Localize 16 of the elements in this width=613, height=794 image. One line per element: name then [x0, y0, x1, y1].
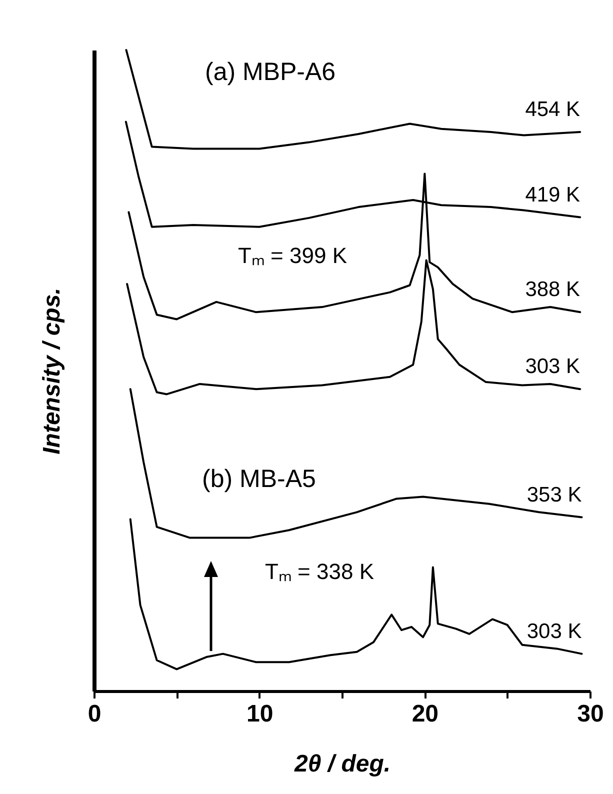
series-label: 303 K	[526, 620, 582, 643]
series-label: 454 K	[525, 98, 580, 122]
series-label: 303 K	[525, 355, 580, 378]
x-axis-title: 2θ / deg.	[293, 750, 391, 778]
x-tick-label: 20	[412, 700, 439, 728]
y-axis-title: Intensity / cps.	[38, 288, 66, 454]
series-label: 388 K	[525, 278, 580, 302]
annotation: (b) MB-A5	[202, 465, 316, 493]
series-label: 419 K	[525, 183, 580, 206]
series-label: 353 K	[526, 483, 582, 506]
x-tick-label: 10	[246, 700, 274, 728]
annotation: Tₘ = 399 K	[238, 243, 348, 268]
annotation: (a) MBP-A6	[205, 58, 336, 86]
annotation: Tₘ = 338 K	[265, 559, 374, 584]
x-tick-label: 30	[577, 700, 604, 728]
x-tick-label: 0	[88, 700, 102, 728]
